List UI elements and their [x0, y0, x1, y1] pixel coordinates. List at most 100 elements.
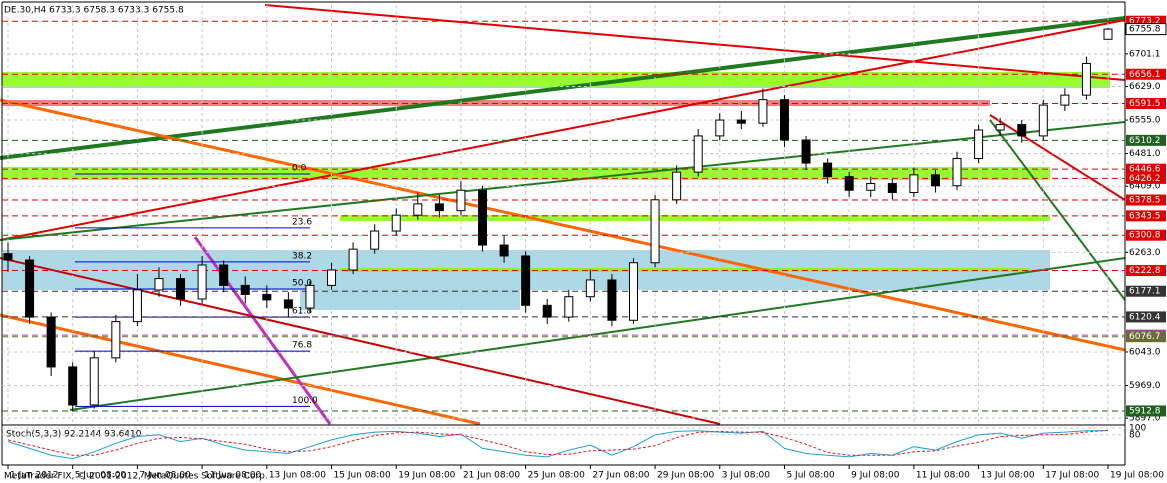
- level-label: 6773.2: [1129, 17, 1161, 27]
- y-tick-label: 6043.0: [1129, 347, 1161, 357]
- level-box: [1126, 98, 1166, 110]
- candle-body: [736, 119, 746, 124]
- stoch-line: [7, 429, 1109, 456]
- level-label: 6222.8: [1129, 266, 1161, 276]
- x-tick-label: 29 Jun 08:00: [657, 471, 714, 481]
- candle-body: [672, 171, 682, 201]
- x-tick-label: 19 Jul 08:00: [1110, 471, 1164, 481]
- candle-body: [219, 264, 229, 286]
- fibo-label: 76.8: [292, 341, 312, 351]
- candle-body: [240, 284, 250, 295]
- candle-body: [715, 119, 725, 137]
- level-label: 6656.1: [1129, 70, 1161, 80]
- x-tick-label: 15 Jun 08:00: [334, 471, 391, 481]
- candle-body: [585, 279, 595, 298]
- x-tick-label: 13 Jun 08:00: [269, 471, 326, 481]
- candle-body: [823, 162, 833, 178]
- fibo-label: 50.0: [292, 279, 312, 289]
- y-tick-label: 5969.0: [1129, 381, 1161, 391]
- x-tick-label: 25 Jun 08:00: [528, 471, 585, 481]
- candle-body: [628, 262, 638, 321]
- trend-line: [193, 236, 332, 425]
- trend-line: [0, 16, 1126, 160]
- level-box: [1126, 331, 1166, 343]
- trend-line: [264, 4, 1126, 81]
- x-tick-label: 27 Jun 08:00: [592, 471, 649, 481]
- zone: [340, 268, 1030, 272]
- x-tick-label: 9 Jul 08:00: [851, 471, 900, 481]
- candle-body: [758, 99, 768, 124]
- level-box: [1126, 405, 1166, 417]
- y-tick-label: 6481.0: [1129, 149, 1161, 159]
- stoch-line: [7, 430, 1109, 460]
- last-price: 6755.8: [1129, 25, 1161, 35]
- candle-body: [68, 366, 78, 406]
- level-label: 6510.2: [1129, 136, 1161, 146]
- candle-body: [132, 289, 142, 323]
- candle-body: [1081, 62, 1091, 96]
- candle-body: [974, 129, 984, 160]
- candle-body: [801, 139, 811, 164]
- candle-body: [154, 278, 164, 291]
- stoch-tick-label: 80: [1129, 430, 1141, 440]
- candle-body: [909, 174, 919, 194]
- candle-body: [327, 269, 337, 286]
- level-box: [1126, 163, 1166, 175]
- trend-line: [0, 257, 721, 425]
- candle-body: [779, 99, 789, 141]
- trend-line: [989, 119, 1126, 301]
- x-tick-label: 1 Jun 2012: [10, 471, 58, 481]
- level-label: 6591.5: [1129, 99, 1161, 109]
- candle-body: [434, 203, 444, 212]
- candle-body: [478, 189, 488, 246]
- chart-title: DE.30,H4 6733.3 6758.3 6733.3 6755.8: [4, 6, 184, 16]
- level-box: [1126, 311, 1166, 323]
- level-box: [1126, 68, 1166, 80]
- candle-body: [995, 124, 1005, 131]
- level-box: [1126, 285, 1166, 297]
- y-tick-label: 6555.0: [1129, 116, 1161, 126]
- y-tick-label: 6263.0: [1129, 248, 1161, 258]
- x-tick-label: 11 Jul 08:00: [916, 471, 970, 481]
- candle-body: [1060, 94, 1070, 106]
- candle-body: [456, 189, 466, 212]
- candle-body: [1017, 124, 1027, 137]
- candle-body: [262, 293, 272, 301]
- candle-body: [1103, 28, 1113, 40]
- candle-body: [3, 253, 13, 261]
- fibo-label: 100.0: [292, 396, 318, 406]
- footer: MetaTrader FIX, © 2001-2012, MetaQuotes …: [4, 472, 268, 482]
- candle-body: [111, 321, 121, 359]
- candle-body: [542, 304, 552, 318]
- x-tick-label: 11 Jun 08:00: [204, 471, 261, 481]
- candle-body: [25, 259, 35, 318]
- level-label: 6300.8: [1129, 231, 1161, 241]
- candle-body: [693, 135, 703, 173]
- candle-body: [521, 255, 531, 306]
- x-tick-label: 21 Jun 08:00: [463, 471, 520, 481]
- candle-body: [499, 244, 509, 257]
- candle-body: [952, 158, 962, 187]
- level-label: 5912.8: [1129, 406, 1161, 416]
- level-label: 6378.5: [1129, 196, 1161, 206]
- level-box: [1126, 265, 1166, 277]
- fibo-label: 0.0: [292, 163, 307, 173]
- fibo-label: 61.8: [292, 307, 312, 317]
- x-tick-label: 3 Jul 08:00: [722, 471, 771, 481]
- candle-body: [1038, 104, 1048, 137]
- level-box: [1126, 229, 1166, 241]
- zone: [340, 215, 1050, 221]
- candle-body: [89, 357, 99, 406]
- stoch-tick-label: 100: [1129, 424, 1146, 434]
- candle-body: [283, 299, 293, 309]
- zone: [2, 72, 1110, 88]
- level-label: 6076.7: [1129, 332, 1161, 342]
- candle-body: [607, 279, 617, 321]
- y-tick-label: 5897.0: [1129, 414, 1161, 424]
- y-tick-label: 6629.0: [1129, 82, 1161, 92]
- level-box: [1126, 172, 1166, 184]
- trend-line: [0, 19, 1126, 241]
- level-box: [1126, 134, 1166, 146]
